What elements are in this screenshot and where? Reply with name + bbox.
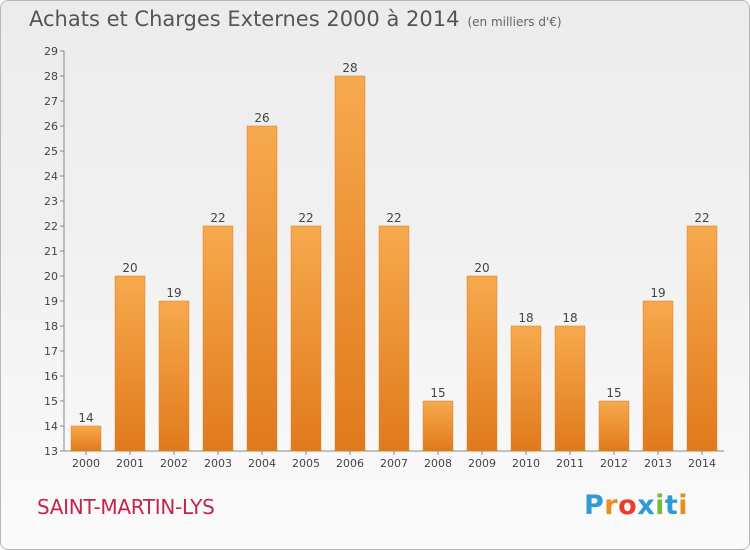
logo-letter: o [618,490,638,521]
y-tick-label: 28 [44,70,58,83]
x-tick-label: 2007 [380,457,408,470]
x-tick-label: 2012 [600,457,628,470]
x-tick-label: 2008 [424,457,452,470]
bar-2003 [202,225,234,452]
y-tick-label: 27 [44,95,58,108]
x-tick-label: 2000 [72,457,100,470]
y-tick-label: 18 [44,320,58,333]
y-tick-label: 13 [44,445,58,458]
y-tick-label: 22 [44,220,58,233]
bar-2001 [114,275,146,452]
bar-value-label: 18 [562,311,577,325]
bar-2000 [70,425,102,452]
x-tick-label: 2009 [468,457,496,470]
x-tick-label: 2002 [160,457,188,470]
y-tick-label: 16 [44,370,58,383]
y-axis: 13 14 15 16 17 18 19 20 21 22 23 24 25 26 27 28 29 [44,45,65,458]
x-tick-label: 2001 [116,457,144,470]
y-tick-label: 17 [44,345,58,358]
bar-value-label: 19 [650,286,665,300]
bar-value-label: 19 [166,286,181,300]
bar-2013 [642,300,674,452]
y-tick-label: 29 [44,45,58,58]
bar-2012 [598,400,630,452]
x-tick-label: 2005 [292,457,320,470]
bar-2009 [466,275,498,452]
bar-2010 [510,325,542,452]
x-tick-label: 2010 [512,457,540,470]
bar-2011 [554,325,586,452]
y-tick-label: 24 [44,170,58,183]
y-tick-label: 25 [44,145,58,158]
x-axis: 2000 2001 2002 2003 2004 2005 2006 2007 2008 2009… [64,450,724,470]
y-tick-label: 14 [44,420,58,433]
bar-2007 [378,225,410,452]
bar-value-label: 20 [122,261,137,275]
bar-value-label: 14 [78,411,93,425]
y-tick-label: 20 [44,270,58,283]
bar-value-label: 20 [474,261,489,275]
x-tick-label: 2014 [688,457,716,470]
bar-2002 [158,300,190,452]
y-tick-label: 21 [44,245,58,258]
value-labels: 14 20 19 22 26 22 28 22 15 20 18 18 15 19 22 [78,61,709,425]
bar-value-label: 22 [210,211,225,225]
logo-letter: P [584,490,605,521]
chart-unit: (en milliers d'€) [467,15,562,29]
bar-2014 [686,225,718,452]
bar-value-label: 26 [254,111,269,125]
bars [70,75,718,452]
y-tick-label: 26 [44,120,58,133]
bar-value-label: 22 [386,211,401,225]
x-tick-label: 2004 [248,457,276,470]
logo-letter: i [655,490,665,521]
x-tick-label: 2003 [204,457,232,470]
proxiti-logo[interactable]: Proxiti [584,490,688,521]
x-tick-label: 2006 [336,457,364,470]
bar-2004 [246,125,278,452]
bar-value-label: 22 [694,211,709,225]
x-tick-label: 2013 [644,457,672,470]
y-tick-label: 19 [44,295,58,308]
y-tick-label: 23 [44,195,58,208]
x-tick-label: 2011 [556,457,584,470]
logo-letter: t [664,490,679,521]
bar-value-label: 18 [518,311,533,325]
bar-2008 [422,400,454,452]
chart-title: Achats et Charges Externes 2000 à 2014 [29,7,460,31]
bar-value-label: 15 [430,386,445,400]
logo-letter: r [604,490,619,521]
bar-value-label: 22 [298,211,313,225]
bar-value-label: 28 [342,61,357,75]
commune-name: SAINT-MARTIN-LYS [37,495,215,519]
logo-letter: i [678,490,689,521]
bar-2006 [334,75,366,452]
logo-letter: x [637,490,656,521]
chart-title-row: Achats et Charges Externes 2000 à 2014 (e… [29,7,562,31]
bar-2005 [290,225,322,452]
y-tick-label: 15 [44,395,58,408]
bar-value-label: 15 [606,386,621,400]
